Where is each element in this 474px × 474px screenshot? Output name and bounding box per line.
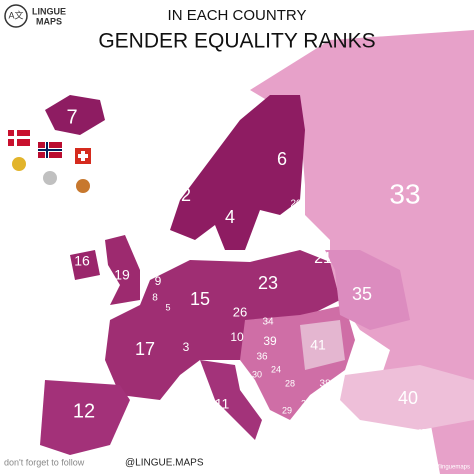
logo-symbol: A文 — [8, 9, 23, 20]
rank-label: 28 — [285, 378, 295, 388]
rank-label: 8 — [152, 293, 158, 304]
rank-label: 32 — [294, 217, 306, 228]
iceland — [45, 95, 105, 135]
rank-label: 21 — [314, 250, 332, 267]
rank-label: 2 — [181, 185, 191, 205]
rank-label: 34 — [262, 317, 274, 328]
rank-label: 7 — [66, 106, 77, 128]
rank-label: 11 — [215, 396, 230, 412]
west-central-europe — [105, 250, 340, 400]
romania — [300, 320, 345, 370]
rank-label: 35 — [352, 284, 372, 304]
scandinavia — [170, 95, 305, 250]
iberia — [40, 380, 130, 455]
ireland — [70, 250, 100, 280]
rank-label: 27 — [418, 429, 426, 436]
turkey — [340, 365, 474, 430]
rank-label: 12 — [73, 400, 95, 422]
rank-label: 20 — [290, 199, 302, 210]
rank-label: 39 — [263, 334, 277, 348]
italy — [200, 360, 262, 440]
rank-label: 10 — [230, 330, 244, 344]
footer-link: buymeacoffee.com/linguemaps — [387, 465, 470, 471]
rank-label: 3 — [183, 340, 190, 354]
rank-label: 26 — [233, 304, 247, 319]
rank-label: 23 — [258, 273, 278, 293]
ukraine — [325, 250, 410, 330]
rank-label: 4 — [225, 207, 235, 227]
footer-handle: @LINGUE.MAPS — [125, 458, 204, 469]
logo-bubble — [4, 4, 28, 28]
title: GENDER EQUALITY RANKS — [98, 30, 375, 53]
rank-label: 24 — [271, 364, 281, 374]
rank-label: 33 — [389, 178, 420, 209]
logo-text: LINGUE — [32, 6, 66, 16]
rank-label: 30 — [252, 369, 262, 379]
rank-label: 6 — [277, 149, 287, 169]
rank-label: 9 — [155, 274, 162, 288]
rank-label: 25 — [301, 398, 311, 408]
footer-follow: don't forget to follow — [4, 457, 85, 467]
rank-label: 38 — [319, 379, 331, 390]
rank-label: 19 — [114, 267, 130, 283]
rank-label: 15 — [190, 289, 210, 309]
rank-label: 40 — [398, 388, 418, 408]
rank-label: 29 — [282, 405, 292, 415]
medals — [8, 130, 91, 193]
rank-label: 16 — [74, 253, 90, 269]
uk — [105, 235, 140, 305]
logo-text: MAPS — [36, 16, 62, 26]
rank-label: 22 — [287, 236, 299, 247]
title: IN EACH COUNTRY — [168, 7, 307, 24]
rank-label: 5 — [165, 302, 170, 312]
rank-label: 17 — [135, 339, 155, 359]
rank-label: 36 — [256, 352, 268, 363]
rank-label: 41 — [310, 337, 326, 353]
